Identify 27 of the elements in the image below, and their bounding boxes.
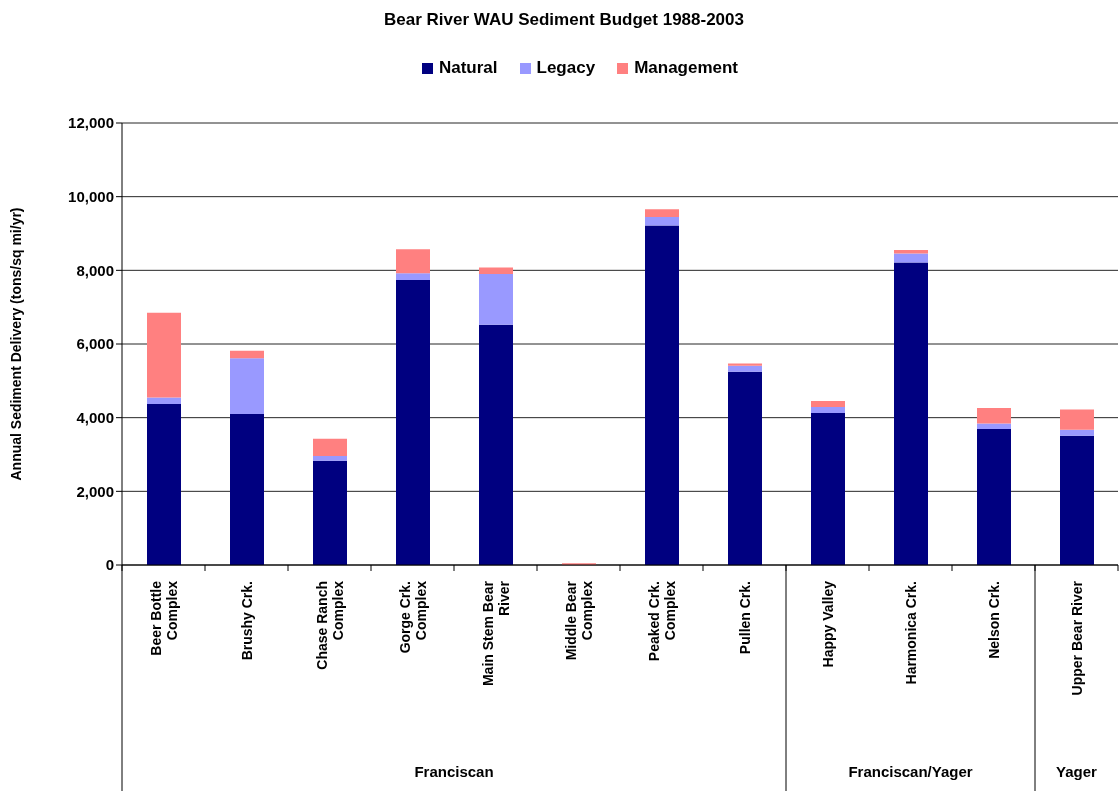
y-tick-label: 10,000 — [68, 187, 114, 205]
x-tick-label: Harmonica Crk. — [902, 581, 919, 685]
y-tick-label: 0 — [105, 556, 114, 574]
x-tick-label: Brushy Crk. — [238, 581, 255, 661]
x-tick-label: Happy Valley — [819, 580, 836, 668]
y-tick-label: 8,000 — [76, 261, 114, 279]
y-tick-label: 6,000 — [76, 335, 114, 353]
y-axis-title: Annual Sediment Delivery (tons/sq mi/yr) — [7, 207, 24, 481]
y-tick-label: 12,000 — [68, 114, 114, 132]
x-tick-label: Middle Bear Complex — [562, 580, 595, 661]
y-tick-label: 4,000 — [76, 408, 114, 426]
legend-label: Legacy — [535, 58, 596, 78]
legend-label: Natural — [437, 58, 498, 78]
text: Yager — [1056, 763, 1098, 780]
x-tick-label: Peaked Crk. Complex — [645, 580, 678, 662]
text: Franciscan — [414, 763, 494, 780]
x-tick-label: Beer Bottle Complex — [147, 580, 180, 656]
x-tick-label: Chase Ranch Complex — [313, 580, 346, 670]
text: Franciscan/Yager — [848, 763, 973, 780]
x-tick-label: Upper Bear River — [1068, 580, 1085, 696]
chart-title: Bear River WAU Sediment Budget 1988-2003 — [383, 10, 745, 30]
legend-label: Management — [633, 58, 739, 78]
x-tick-label: Nelson Crk. — [985, 581, 1002, 659]
x-tick-label: Gorge Crk. Complex — [396, 580, 429, 654]
y-tick-label: 2,000 — [76, 482, 114, 500]
x-tick-label: Pullen Crk. — [736, 581, 753, 655]
x-tick-label: Main Stem Bear River — [479, 580, 512, 687]
